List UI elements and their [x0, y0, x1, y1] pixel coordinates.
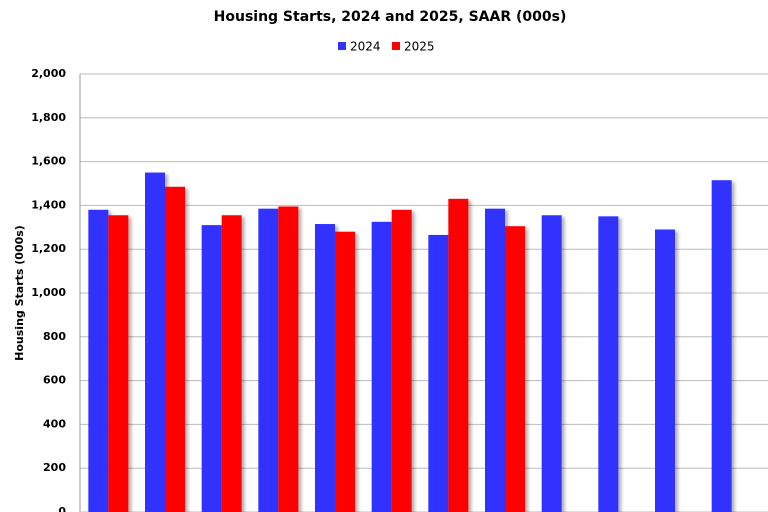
- bar: [108, 215, 129, 512]
- y-tick-label: 400: [43, 417, 66, 430]
- y-tick-label: 1,600: [31, 155, 66, 168]
- bar: [201, 225, 222, 512]
- legend-label: 2024: [350, 40, 381, 54]
- y-tick-label: 1,000: [31, 286, 66, 299]
- y-tick-label: 1,200: [31, 242, 66, 255]
- legend-swatch: [392, 42, 400, 50]
- bar: [711, 180, 732, 512]
- y-tick-label: 800: [43, 330, 66, 343]
- bar: [371, 221, 392, 512]
- bar: [541, 215, 562, 512]
- legend: 2024 2025: [338, 40, 435, 54]
- bar: [278, 206, 299, 512]
- bar: [598, 216, 619, 512]
- bar: [448, 198, 469, 512]
- bar: [165, 186, 185, 512]
- y-tick-label: 200: [43, 461, 66, 474]
- bar: [258, 208, 279, 512]
- bar: [505, 226, 525, 512]
- bar: [221, 215, 242, 512]
- y-tick-label: 2,000: [31, 67, 66, 80]
- bar: [335, 231, 355, 512]
- y-tick-label: 600: [43, 374, 66, 387]
- bar: [428, 234, 449, 512]
- y-tick-label: 0: [58, 505, 66, 512]
- bar: [88, 209, 109, 512]
- bar: [145, 172, 165, 512]
- bar: [655, 229, 675, 512]
- chart-title: Housing Starts, 2024 and 2025, SAAR (000…: [214, 9, 567, 25]
- bar: [485, 208, 505, 512]
- bar: [391, 209, 412, 512]
- y-tick-label: 1,800: [31, 111, 66, 124]
- y-tick-label: 1,400: [31, 198, 66, 211]
- y-axis-label: Housing Starts (000s): [13, 225, 26, 361]
- legend-swatch: [338, 42, 346, 50]
- legend-label: 2025: [404, 40, 435, 54]
- bar: [315, 224, 335, 512]
